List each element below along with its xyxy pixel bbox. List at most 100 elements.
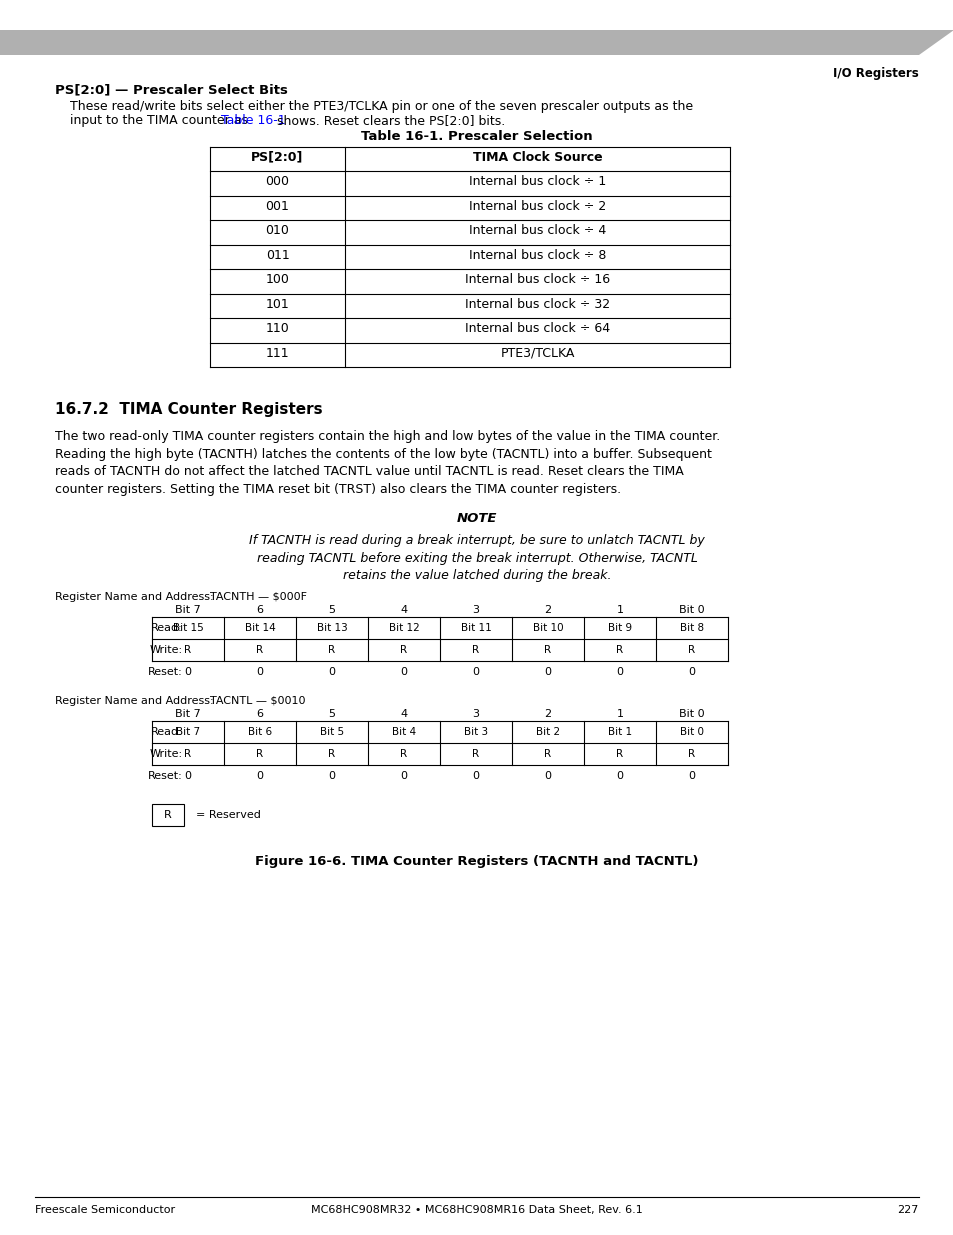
Text: Bit 7: Bit 7 <box>175 709 201 719</box>
Text: NOTE: NOTE <box>456 513 497 526</box>
Text: Bit 13: Bit 13 <box>316 622 347 634</box>
Text: shows. Reset clears the PS[2:0] bits.: shows. Reset clears the PS[2:0] bits. <box>273 114 504 127</box>
Text: 000: 000 <box>265 175 289 188</box>
Text: The two read-only TIMA counter registers contain the high and low bytes of the v: The two read-only TIMA counter registers… <box>55 431 720 443</box>
Text: PS[2:0]: PS[2:0] <box>251 151 303 164</box>
Text: Bit 2: Bit 2 <box>536 727 559 737</box>
Text: Freescale Semiconductor: Freescale Semiconductor <box>35 1205 175 1215</box>
Text: 0: 0 <box>472 667 479 677</box>
Text: 0: 0 <box>256 667 263 677</box>
Text: 0: 0 <box>544 771 551 781</box>
Text: Internal bus clock ÷ 1: Internal bus clock ÷ 1 <box>468 175 605 188</box>
Text: 3: 3 <box>472 709 479 719</box>
Text: Read:: Read: <box>152 727 183 737</box>
Text: R: R <box>688 748 695 760</box>
Text: 100: 100 <box>265 273 289 287</box>
Text: 0: 0 <box>616 667 623 677</box>
Text: R: R <box>400 748 407 760</box>
Text: Bit 11: Bit 11 <box>460 622 491 634</box>
Text: 001: 001 <box>265 200 289 212</box>
Text: Bit 7: Bit 7 <box>175 605 201 615</box>
Text: Internal bus clock ÷ 2: Internal bus clock ÷ 2 <box>468 200 605 212</box>
Text: Internal bus clock ÷ 8: Internal bus clock ÷ 8 <box>468 248 605 262</box>
Text: Internal bus clock ÷ 32: Internal bus clock ÷ 32 <box>464 298 609 311</box>
Text: Reading the high byte (TACNTH) latches the contents of the low byte (TACNTL) int: Reading the high byte (TACNTH) latches t… <box>55 448 711 461</box>
Text: 2: 2 <box>544 605 551 615</box>
Text: 6: 6 <box>256 605 263 615</box>
Text: Bit 0: Bit 0 <box>679 709 704 719</box>
Text: R: R <box>256 645 263 655</box>
Text: These read/write bits select either the PTE3/TCLKA pin or one of the seven presc: These read/write bits select either the … <box>70 100 693 112</box>
Text: Bit 1: Bit 1 <box>607 727 632 737</box>
Text: Bit 6: Bit 6 <box>248 727 272 737</box>
Text: R: R <box>688 645 695 655</box>
Text: 0: 0 <box>256 771 263 781</box>
Text: 010: 010 <box>265 225 289 237</box>
Text: R: R <box>616 645 623 655</box>
Text: Bit 10: Bit 10 <box>532 622 562 634</box>
Text: 4: 4 <box>400 709 407 719</box>
Text: R: R <box>184 748 192 760</box>
Text: R: R <box>184 645 192 655</box>
Text: 5: 5 <box>328 605 335 615</box>
FancyBboxPatch shape <box>152 804 184 826</box>
Text: Bit 14: Bit 14 <box>244 622 275 634</box>
Text: Reset:: Reset: <box>148 771 183 781</box>
Text: MC68HC908MR32 • MC68HC908MR16 Data Sheet, Rev. 6.1: MC68HC908MR32 • MC68HC908MR16 Data Sheet… <box>311 1205 642 1215</box>
Text: 1: 1 <box>616 709 623 719</box>
Text: 101: 101 <box>265 298 289 311</box>
Text: Bit 3: Bit 3 <box>463 727 488 737</box>
Text: 227: 227 <box>897 1205 918 1215</box>
Text: R: R <box>256 748 263 760</box>
Text: R: R <box>328 645 335 655</box>
Text: Write:: Write: <box>150 748 183 760</box>
Text: Read:: Read: <box>152 622 183 634</box>
Text: input to the TIMA counter as: input to the TIMA counter as <box>70 114 252 127</box>
Text: 0: 0 <box>400 771 407 781</box>
Text: R: R <box>616 748 623 760</box>
Text: R: R <box>472 748 479 760</box>
Text: PS[2:0] — Prescaler Select Bits: PS[2:0] — Prescaler Select Bits <box>55 83 288 96</box>
Text: 0: 0 <box>184 667 192 677</box>
Text: Bit 9: Bit 9 <box>607 622 632 634</box>
Polygon shape <box>0 30 953 56</box>
Text: I/O Registers: I/O Registers <box>832 67 918 80</box>
Text: R: R <box>472 645 479 655</box>
Text: TACNTH — $000F: TACNTH — $000F <box>210 592 307 601</box>
Text: R: R <box>164 810 172 820</box>
Text: 0: 0 <box>616 771 623 781</box>
Text: 0: 0 <box>184 771 192 781</box>
Text: 2: 2 <box>544 709 551 719</box>
Text: Bit 5: Bit 5 <box>319 727 344 737</box>
Text: 0: 0 <box>472 771 479 781</box>
Text: 1: 1 <box>616 605 623 615</box>
Text: Table 16-1: Table 16-1 <box>220 114 285 127</box>
Text: Reset:: Reset: <box>148 667 183 677</box>
Text: R: R <box>328 748 335 760</box>
Text: 111: 111 <box>265 347 289 359</box>
Text: 0: 0 <box>688 667 695 677</box>
Text: PTE3/TCLKA: PTE3/TCLKA <box>499 347 574 359</box>
Text: Write:: Write: <box>150 645 183 655</box>
Text: 16.7.2  TIMA Counter Registers: 16.7.2 TIMA Counter Registers <box>55 403 322 417</box>
Text: 0: 0 <box>328 667 335 677</box>
Text: TIMA Clock Source: TIMA Clock Source <box>472 151 601 164</box>
Text: R: R <box>544 645 551 655</box>
Text: Internal bus clock ÷ 4: Internal bus clock ÷ 4 <box>468 225 605 237</box>
Text: Register Name and Address:: Register Name and Address: <box>55 592 213 601</box>
Text: reads of TACNTH do not affect the latched TACNTL value until TACNTL is read. Res: reads of TACNTH do not affect the latche… <box>55 466 683 478</box>
Text: 0: 0 <box>400 667 407 677</box>
Text: reading TACNTL before exiting the break interrupt. Otherwise, TACNTL: reading TACNTL before exiting the break … <box>256 552 697 564</box>
Text: 3: 3 <box>472 605 479 615</box>
Text: 110: 110 <box>265 322 289 335</box>
Text: retains the value latched during the break.: retains the value latched during the bre… <box>342 569 611 583</box>
Text: 6: 6 <box>256 709 263 719</box>
Text: 5: 5 <box>328 709 335 719</box>
Text: Bit 4: Bit 4 <box>392 727 416 737</box>
Text: = Reserved: = Reserved <box>195 810 260 820</box>
Text: Table 16-1. Prescaler Selection: Table 16-1. Prescaler Selection <box>361 130 592 143</box>
Text: Internal bus clock ÷ 64: Internal bus clock ÷ 64 <box>464 322 609 335</box>
Text: R: R <box>400 645 407 655</box>
Text: If TACNTH is read during a break interrupt, be sure to unlatch TACNTL by: If TACNTH is read during a break interru… <box>249 535 704 547</box>
Text: Register Name and Address:: Register Name and Address: <box>55 697 213 706</box>
